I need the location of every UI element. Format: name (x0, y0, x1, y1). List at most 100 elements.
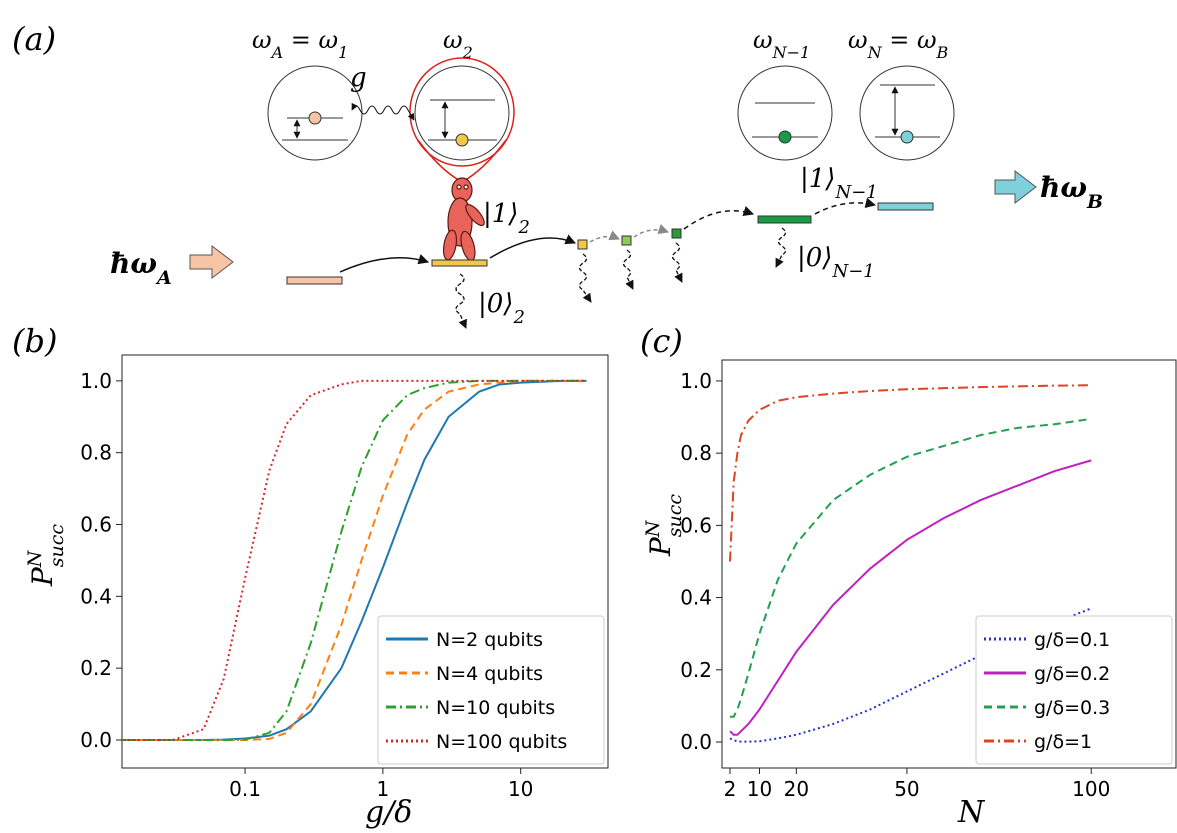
legend-label: N=4 qubits (436, 663, 543, 685)
text: |0⟩ (478, 289, 513, 319)
y-tick-label: 0.6 (680, 513, 712, 537)
qubit-state (900, 130, 914, 144)
state-label: |0⟩2 (478, 289, 525, 328)
arrow (775, 227, 787, 268)
subscript: 2 (517, 217, 529, 238)
text: |0⟩ (797, 243, 832, 273)
panel-label: (c) (640, 322, 683, 360)
subscript: N−1 (831, 261, 874, 282)
qubit-state (455, 133, 469, 147)
subscript: succ (664, 494, 686, 538)
subscript: B (1086, 191, 1103, 213)
arrow (589, 230, 620, 243)
series-line (729, 459, 1092, 736)
legend-box (377, 615, 605, 765)
frequency-label: ωN = ωB (848, 26, 949, 62)
text: ω (252, 26, 272, 54)
x-tick-label: 100 (1072, 777, 1110, 801)
x-tick-label: 20 (784, 777, 809, 801)
qubit-state (778, 130, 792, 144)
qubit-circle (414, 65, 510, 161)
text: = ω (283, 26, 338, 54)
axes-frame (721, 359, 1177, 769)
state-label: |1⟩2 (483, 199, 530, 238)
x-axis-label: g/δ (365, 795, 412, 830)
x-tick-label: 50 (894, 777, 919, 801)
x-tick-label: 0.1 (229, 777, 261, 801)
text: P (644, 536, 677, 557)
y-tick-label: 0.4 (80, 584, 112, 608)
state-label: |0⟩N−1 (797, 243, 875, 282)
subscript: 2 (462, 43, 473, 62)
y-tick-label: 0.2 (80, 656, 112, 680)
y-tick-label: 0.8 (680, 441, 712, 465)
y-tick-label: 0.0 (680, 730, 712, 754)
transfer-arrows (339, 197, 877, 273)
level-bar (877, 202, 934, 211)
coupling-wave (351, 102, 415, 121)
y-tick-label: 1.0 (680, 369, 712, 393)
arrow (578, 253, 592, 303)
series-line (122, 379, 587, 741)
arrow (339, 254, 430, 273)
qubit-circle (859, 65, 955, 161)
state-label: |1⟩N−1 (800, 164, 878, 203)
subscript: A (270, 43, 284, 62)
subscript: 1 (338, 43, 348, 62)
text: ω (443, 26, 463, 54)
arrow (489, 234, 576, 259)
superscript: N (642, 519, 664, 538)
series-line (729, 384, 1092, 562)
subscript: N−1 (772, 43, 811, 62)
input-arrow (189, 244, 234, 280)
x-axis-label: N (957, 795, 986, 830)
creature-eye (463, 184, 469, 190)
arrow (633, 224, 669, 238)
subscript: succ (46, 524, 68, 568)
subscript: A (155, 267, 172, 289)
level-bar (577, 239, 588, 250)
legend-label: g/δ=0.3 (1034, 697, 1110, 719)
level-bar (671, 228, 682, 239)
level-bar (286, 276, 343, 285)
y-axis-label: PNsucc (24, 524, 68, 587)
creature-leg (442, 229, 458, 261)
qubit-state (308, 111, 322, 125)
subscript: N (867, 43, 883, 62)
legend-box (975, 615, 1173, 765)
text: |1⟩ (483, 199, 518, 229)
text: |1⟩ (800, 164, 835, 194)
frequency-label: ωA = ω1 (252, 26, 348, 62)
level-bar (621, 235, 632, 246)
y-tick-label: 0.8 (80, 441, 112, 465)
subscript: B (936, 43, 949, 62)
creature-eye (456, 184, 462, 190)
level-bar (757, 215, 812, 224)
superscript: N (24, 549, 46, 568)
text: ω (848, 26, 868, 54)
coupling-label: g (350, 63, 367, 93)
subscript: N−1 (834, 182, 877, 203)
arrow (683, 206, 754, 230)
x-tick-label: 1 (377, 777, 390, 801)
y-tick-label: 1.0 (80, 369, 112, 393)
creature-leg (460, 230, 476, 262)
legend-label: N=10 qubits (436, 697, 555, 719)
y-tick-label: 0.4 (680, 586, 712, 610)
legend-label: N=100 qubits (436, 731, 567, 753)
y-axis-label: PNsucc (642, 494, 686, 557)
y-tick-label: 0.0 (80, 728, 112, 752)
x-tick-label: 10 (508, 777, 533, 801)
energy-label: ħωA (110, 247, 172, 289)
creature (442, 177, 485, 262)
arrow (455, 273, 467, 329)
series-line (122, 379, 587, 741)
qubit-circle (737, 65, 833, 161)
legend-label: g/δ=0.2 (1034, 663, 1110, 685)
panel-label: (b) (12, 322, 57, 360)
panel-label: (a) (12, 20, 56, 58)
x-tick-label: 2 (724, 777, 737, 801)
text: = ω (882, 26, 937, 54)
text: ħω (110, 247, 157, 280)
arrow (814, 197, 877, 215)
